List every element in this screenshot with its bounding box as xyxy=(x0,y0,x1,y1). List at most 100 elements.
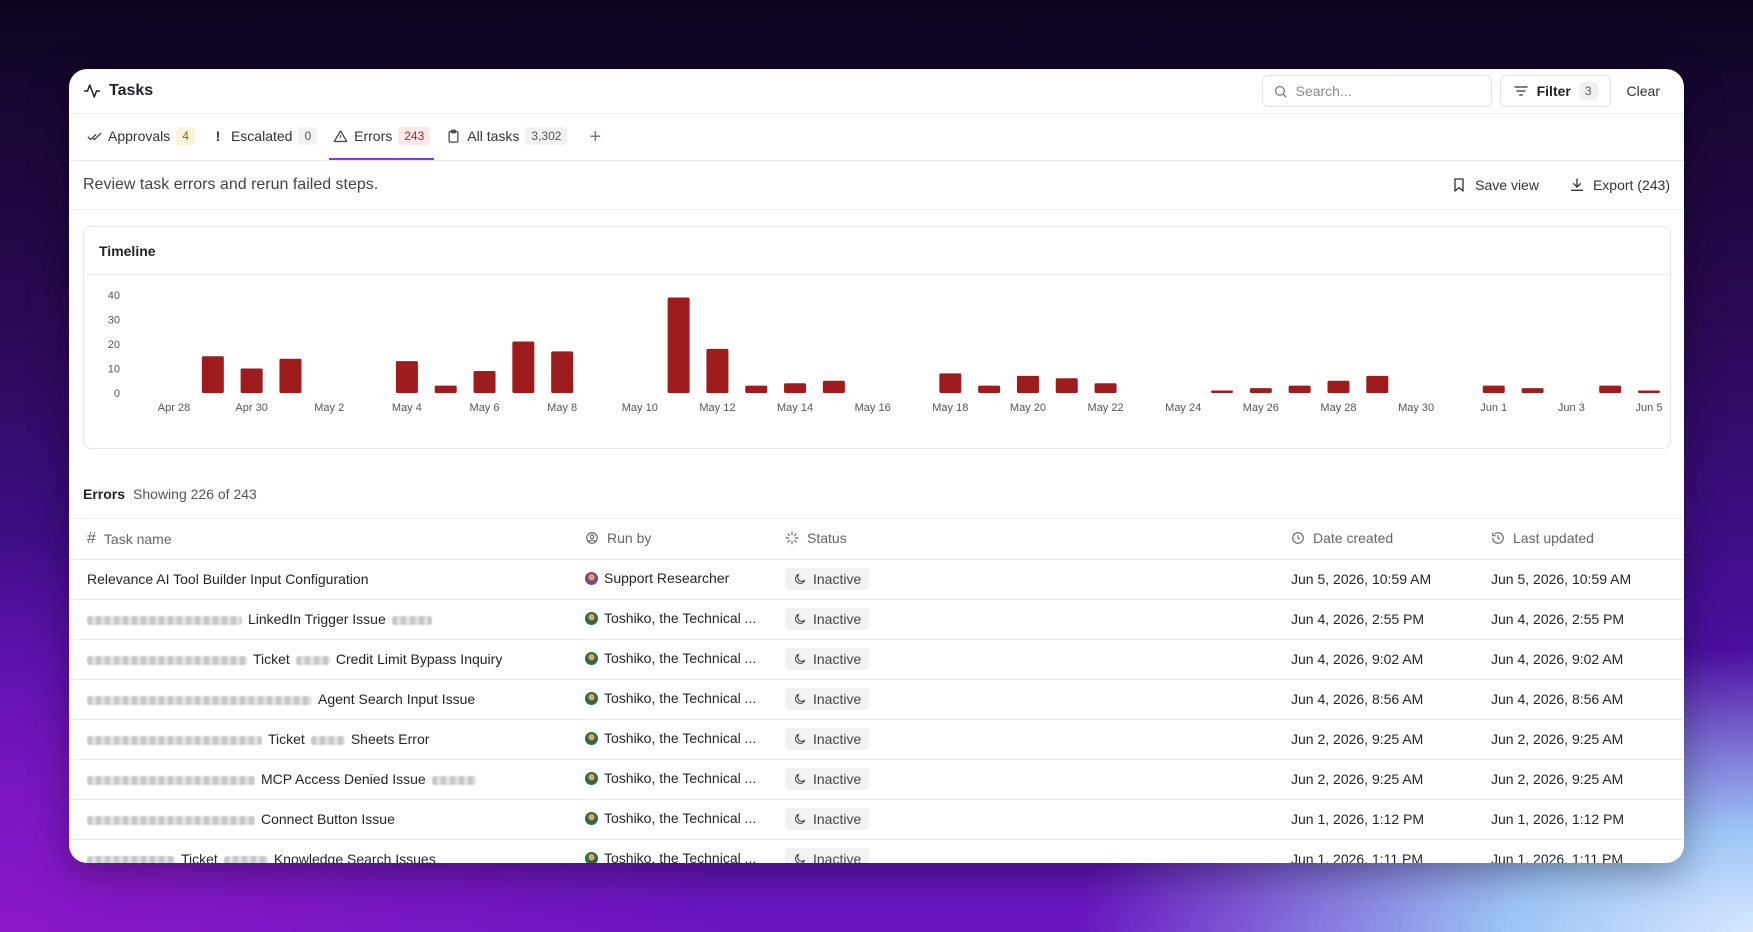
tab-escalated[interactable]: ! Escalated 0 xyxy=(207,124,321,160)
cell-last-updated: Jun 4, 2026, 8:56 AM xyxy=(1473,679,1684,720)
filter-button[interactable]: Filter 3 xyxy=(1499,75,1611,107)
chart-bar[interactable] xyxy=(279,358,302,393)
search-box[interactable] xyxy=(1261,75,1492,107)
table-row[interactable]: Relevance AI Tool Builder Input Configur… xyxy=(69,559,1684,600)
chart-bar[interactable] xyxy=(822,380,845,393)
column-date-created[interactable]: Date created xyxy=(1273,519,1473,560)
moon-icon xyxy=(795,613,806,624)
cell-task-name[interactable]: Ticket Credit Limit Bypass Inquiry xyxy=(69,639,567,680)
avatar xyxy=(585,611,598,625)
avatar xyxy=(585,651,598,665)
chart-bar[interactable] xyxy=(1599,385,1622,393)
search-input[interactable] xyxy=(1295,83,1476,99)
chart-bar[interactable] xyxy=(745,385,768,393)
x-tick-label: May 24 xyxy=(1165,402,1201,414)
chart-bar[interactable] xyxy=(667,297,690,393)
task-name-text: LinkedIn Trigger Issue xyxy=(248,611,386,627)
chart-bar[interactable] xyxy=(1366,375,1389,393)
table-row[interactable]: MCP Access Denied Issue Toshiko, the Tec… xyxy=(69,759,1684,800)
cell-task-name[interactable]: MCP Access Denied Issue xyxy=(69,759,567,800)
table-row[interactable]: Ticket Knowledge Search Issues Toshiko, t… xyxy=(69,839,1684,863)
column-label: Task name xyxy=(103,530,172,547)
chart-bar[interactable] xyxy=(1638,390,1660,393)
cell-status: Inactive xyxy=(767,639,1273,680)
chart-bar[interactable] xyxy=(939,373,962,393)
cell-status: Inactive xyxy=(767,599,1273,640)
tab-all-tasks[interactable]: All tasks 3,302 xyxy=(442,124,571,160)
clear-button[interactable]: Clear xyxy=(1617,83,1670,99)
table-row[interactable]: Agent Search Input Issue Toshiko, the Te… xyxy=(69,679,1684,720)
chart-bar[interactable] xyxy=(1249,388,1272,393)
top-bar: Tasks Filter 3 Clear xyxy=(69,69,1684,114)
cell-task-name[interactable]: Ticket Knowledge Search Issues xyxy=(69,839,567,863)
chart-bar[interactable] xyxy=(706,348,729,393)
add-tab-button[interactable]: + xyxy=(589,125,602,148)
cell-run-by: Toshiko, the Technical ... xyxy=(567,799,767,840)
cell-task-name[interactable]: LinkedIn Trigger Issue xyxy=(69,599,567,640)
redacted-ticket-id xyxy=(310,735,345,745)
status-text: Inactive xyxy=(813,811,862,827)
errors-header: Errors Showing 226 of 243 xyxy=(69,449,1684,519)
status-badge: Inactive xyxy=(785,688,870,710)
cell-task-name[interactable]: Ticket Sheets Error xyxy=(69,719,567,760)
chart-bar[interactable] xyxy=(395,361,418,393)
column-run-by[interactable]: Run by xyxy=(567,519,767,560)
status-badge: Inactive xyxy=(785,608,870,630)
x-tick-label: May 10 xyxy=(622,402,658,414)
tab-count: 0 xyxy=(298,127,318,145)
chart-bar[interactable] xyxy=(201,356,224,393)
column-status[interactable]: Status xyxy=(767,519,1273,560)
table-row[interactable]: LinkedIn Trigger Issue Toshiko, the Tech… xyxy=(69,599,1684,640)
chart-bar[interactable] xyxy=(240,368,263,394)
app-window: Tasks Filter 3 Clear Approvals 4 ! Escal… xyxy=(69,69,1684,863)
save-view-button[interactable]: Save view xyxy=(1451,177,1539,193)
errors-showing: Showing 226 of 243 xyxy=(133,485,257,502)
table-row[interactable]: Ticket Credit Limit Bypass Inquiry Toshik… xyxy=(69,639,1684,680)
column-task-name[interactable]: # Task name xyxy=(69,519,567,560)
y-tick-label: 30 xyxy=(108,315,120,327)
chart-bar[interactable] xyxy=(1482,385,1505,393)
chart-bar[interactable] xyxy=(1521,388,1544,393)
avatar xyxy=(585,851,598,863)
tab-errors[interactable]: Errors 243 xyxy=(329,124,435,160)
search-icon xyxy=(1274,85,1287,98)
redacted-text xyxy=(87,695,312,705)
chart-bar[interactable] xyxy=(1327,380,1350,393)
column-last-updated[interactable]: Last updated xyxy=(1473,519,1684,560)
status-text: Inactive xyxy=(813,771,862,787)
avatar xyxy=(585,771,598,785)
redacted-text xyxy=(87,735,262,745)
chart-bar[interactable] xyxy=(1094,383,1117,393)
chart-bar[interactable] xyxy=(434,385,457,393)
chart-bar[interactable] xyxy=(551,351,574,393)
moon-icon xyxy=(795,733,806,744)
chart-bar[interactable] xyxy=(1016,375,1039,393)
chart-bar[interactable] xyxy=(784,383,807,393)
table-row[interactable]: Ticket Sheets Error Toshiko, the Technica… xyxy=(69,719,1684,760)
chart-bar[interactable] xyxy=(1055,378,1078,393)
chart-bar[interactable] xyxy=(1211,390,1234,393)
chart-bar[interactable] xyxy=(512,341,535,393)
y-tick-label: 20 xyxy=(108,339,120,351)
column-label: Last updated xyxy=(1513,529,1594,546)
cell-date-created: Jun 1, 2026, 1:12 PM xyxy=(1273,799,1473,840)
table-row[interactable]: Connect Button Issue Toshiko, the Techni… xyxy=(69,799,1684,840)
cell-task-name[interactable]: Agent Search Input Issue xyxy=(69,679,567,720)
redacted-text xyxy=(87,775,255,785)
chart-bar[interactable] xyxy=(978,385,1001,393)
redacted-text xyxy=(87,655,247,665)
tab-label: Approvals xyxy=(108,128,171,144)
export-button[interactable]: Export (243) xyxy=(1569,177,1670,193)
tab-approvals[interactable]: Approvals 4 xyxy=(83,124,199,160)
chart-bar[interactable] xyxy=(473,370,496,393)
cell-date-created: Jun 1, 2026, 1:11 PM xyxy=(1273,839,1473,863)
cell-task-name[interactable]: Connect Button Issue xyxy=(69,799,567,840)
cell-status: Inactive xyxy=(767,799,1273,840)
avatar xyxy=(585,731,598,745)
chart-bar[interactable] xyxy=(1288,385,1311,393)
status-text: Inactive xyxy=(813,691,862,707)
moon-icon xyxy=(795,693,806,704)
cell-date-created: Jun 4, 2026, 9:02 AM xyxy=(1273,639,1473,680)
cell-task-name[interactable]: Relevance AI Tool Builder Input Configur… xyxy=(69,559,567,600)
status-badge: Inactive xyxy=(785,648,870,670)
